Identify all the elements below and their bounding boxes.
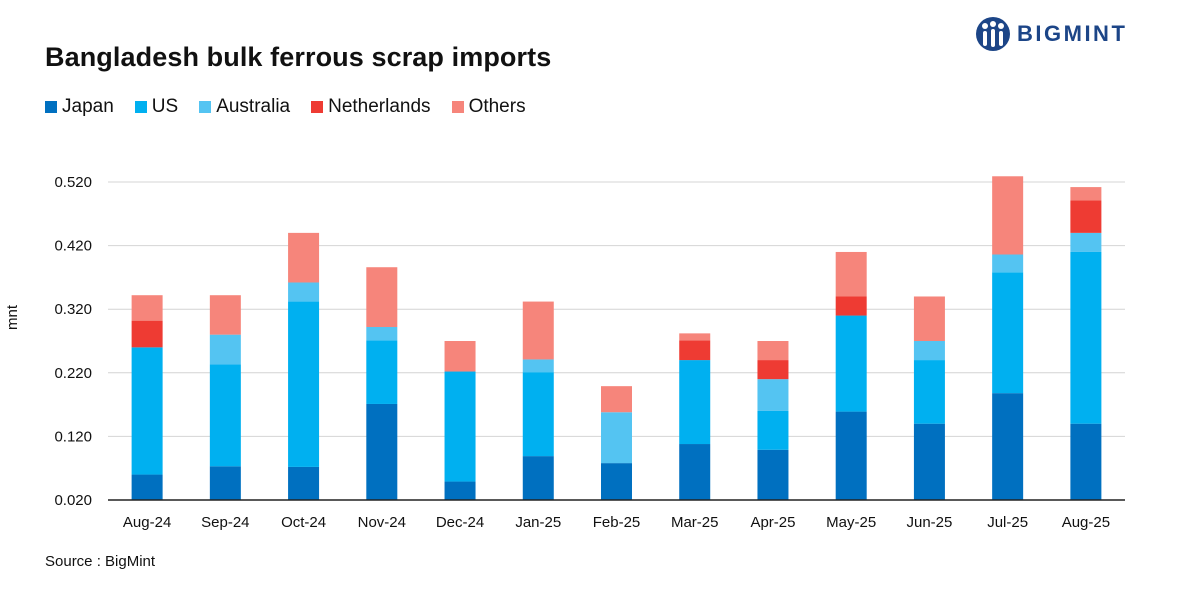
bar-segment-us <box>209 364 241 467</box>
bar-segment-others <box>679 333 711 341</box>
y-tick-label: 0.420 <box>54 238 92 255</box>
y-tick-label: 0.220 <box>54 365 92 382</box>
bar-segment-australia <box>522 359 554 373</box>
legend-label-netherlands: Netherlands <box>328 96 431 117</box>
bar-segment-japan <box>1070 423 1102 500</box>
x-tick-label: Sep-24 <box>201 514 249 531</box>
bar-segment-us <box>992 272 1024 394</box>
bar-segment-australia <box>1070 232 1102 252</box>
legend-item-others: Others <box>451 96 526 118</box>
bar-segment-australia <box>209 334 241 365</box>
bar-segment-japan <box>913 423 945 500</box>
bar-segment-japan <box>444 481 476 500</box>
bar-segment-others <box>913 296 945 341</box>
bar-segment-us <box>366 340 398 404</box>
bar-segment-japan <box>601 463 632 500</box>
bar-segment-japan <box>366 403 398 500</box>
bar-segment-us <box>288 301 320 467</box>
bar-segment-others <box>131 295 163 321</box>
legend-swatch-australia <box>199 101 212 113</box>
x-tick-label: May-25 <box>826 514 876 531</box>
legend-label-others: Others <box>468 96 526 117</box>
y-tick-label: 0.120 <box>54 428 92 445</box>
legend-item-us: US <box>134 96 179 118</box>
bar-segment-australia <box>366 327 398 341</box>
bar-segment-us <box>444 371 476 482</box>
x-axis-ticks: Aug-24 Sep-24 Oct-24 Nov-24 Dec-24 Jan-25 Feb-… <box>123 514 1110 531</box>
chart-legend: Japan US Australia Netherlands Others <box>45 96 547 118</box>
y-tick-label: 0.520 <box>54 174 92 191</box>
x-tick-label: Apr-25 <box>750 514 795 531</box>
bar-segment-others <box>209 295 241 335</box>
legend-swatch-us <box>134 101 147 113</box>
legend-swatch-japan <box>45 101 57 113</box>
bar-segment-japan <box>757 449 789 500</box>
x-tick-label: Oct-24 <box>281 514 326 531</box>
legend-label-japan: Japan <box>62 96 114 117</box>
bar-segment-australia <box>913 341 945 361</box>
bar-segment-others <box>444 341 476 372</box>
bar-segment-others <box>522 301 554 360</box>
legend-swatch-netherlands <box>311 101 324 113</box>
legend-item-australia: Australia <box>199 96 290 118</box>
legend-swatch-others <box>451 101 464 113</box>
bar-segment-others <box>601 386 632 413</box>
bar-segment-us <box>522 372 554 457</box>
source-note: Source : BigMint <box>45 553 156 570</box>
bar-segment-japan <box>679 444 711 500</box>
bigmint-logo-text: BIGMINT <box>1017 21 1128 46</box>
legend-item-netherlands: Netherlands <box>311 96 431 118</box>
bar-segment-us <box>913 360 945 424</box>
x-tick-label: Mar-25 <box>671 514 719 531</box>
y-tick-label: 0.320 <box>54 301 92 318</box>
x-tick-label: Jun-25 <box>906 514 952 531</box>
bar-segment-us <box>835 315 867 412</box>
bar-segment-netherlands <box>1070 200 1102 233</box>
legend-label-australia: Australia <box>216 96 291 117</box>
y-tick-label: 0.020 <box>54 492 92 509</box>
bar-segment-japan <box>835 411 867 500</box>
bar-segment-others <box>835 251 867 297</box>
x-tick-label: Jul-25 <box>987 514 1028 531</box>
x-tick-label: Aug-24 <box>123 514 171 531</box>
bar-segment-us <box>679 360 711 445</box>
bar-segment-netherlands <box>131 320 163 348</box>
bigmint-logo: BIGMINT <box>975 16 1127 52</box>
legend-item-japan: Japan <box>45 96 114 118</box>
bar-segment-others <box>288 232 320 283</box>
chart-title: Bangladesh bulk ferrous scrap imports <box>45 42 552 72</box>
bar-segment-australia <box>288 282 320 302</box>
legend-label-us: US <box>151 96 179 117</box>
bar-segment-others <box>366 267 398 328</box>
x-tick-label: Feb-25 <box>593 514 641 531</box>
bar-segment-us <box>757 410 789 450</box>
bar-segment-netherlands <box>835 296 867 316</box>
bar-segment-japan <box>522 456 554 500</box>
bar-segment-japan <box>992 393 1024 500</box>
bar-segment-others <box>1070 187 1102 201</box>
bar-segment-others <box>757 341 789 361</box>
bar-segment-us <box>1070 251 1102 424</box>
bar-segment-japan <box>209 466 241 500</box>
y-axis-ticks: 0.020 0.120 0.220 0.320 0.420 0.520 <box>54 174 92 509</box>
bigmint-logo-icon <box>976 17 1010 51</box>
bars <box>131 176 1102 500</box>
x-tick-label: Nov-24 <box>358 514 406 531</box>
bar-segment-australia <box>992 254 1024 273</box>
x-tick-label: Aug-25 <box>1062 514 1110 531</box>
bar-segment-japan <box>131 474 163 500</box>
bar-segment-australia <box>601 412 632 464</box>
bar-segment-us <box>131 347 163 475</box>
bar-segment-netherlands <box>757 360 789 380</box>
bar-segment-japan <box>288 466 320 500</box>
x-tick-label: Dec-24 <box>436 514 484 531</box>
bar-segment-netherlands <box>679 340 711 361</box>
x-tick-label: Jan-25 <box>515 514 561 531</box>
bar-segment-others <box>992 176 1024 255</box>
bar-segment-australia <box>757 379 789 411</box>
